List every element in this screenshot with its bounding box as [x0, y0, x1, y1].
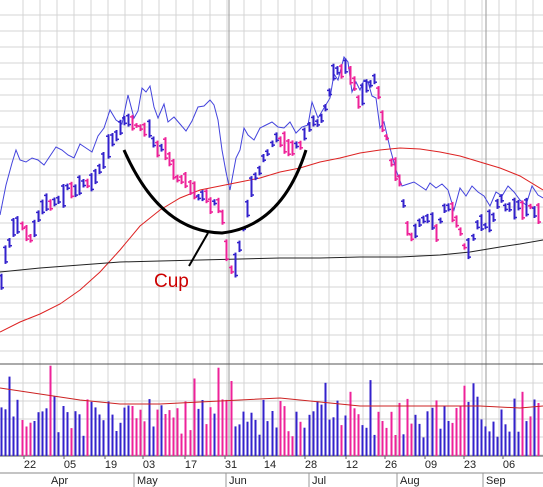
x-tick-label: 26	[385, 459, 397, 471]
relative-strength-polyline	[0, 55, 543, 216]
moving-average-lines	[0, 147, 543, 333]
x-month-label: Apr	[51, 475, 68, 487]
cup-pattern-curve	[122, 149, 308, 267]
x-tick-label: 22	[24, 459, 36, 471]
x-month-label: Sep	[486, 475, 506, 487]
x-month-label: Aug	[400, 475, 420, 487]
x-tick-label: 05	[64, 459, 76, 471]
volume-bars	[0, 365, 543, 456]
grid-lines	[0, 0, 543, 456]
cup-pointer-line	[188, 232, 209, 267]
x-tick-label: 31	[225, 459, 237, 471]
x-axis: 22 05 19 03 17 31 14 28 12 26 09 23 06 Apr May Jun Jul Au…	[23, 456, 515, 487]
moving-average-slow	[0, 239, 543, 273]
cup-curve	[122, 149, 308, 235]
x-tick-label: 23	[464, 459, 476, 471]
x-tick-label: 12	[346, 459, 358, 471]
x-tick-label: 03	[143, 459, 155, 471]
cup-annotation-label: Cup	[154, 271, 189, 292]
x-tick-label: 28	[305, 459, 317, 471]
x-month-label: Jun	[229, 475, 247, 487]
volume-average-line	[0, 387, 543, 409]
x-tick-label: 06	[503, 459, 515, 471]
x-tick-label: 17	[185, 459, 197, 471]
x-tick-label: 19	[105, 459, 117, 471]
price-bars	[0, 58, 541, 290]
x-month-label: Jul	[312, 475, 326, 487]
relative-strength-line	[0, 55, 543, 216]
x-tick-label: 14	[264, 459, 276, 471]
moving-average-fast	[0, 147, 543, 333]
x-month-label: May	[137, 475, 158, 487]
x-tick-label: 09	[425, 459, 437, 471]
